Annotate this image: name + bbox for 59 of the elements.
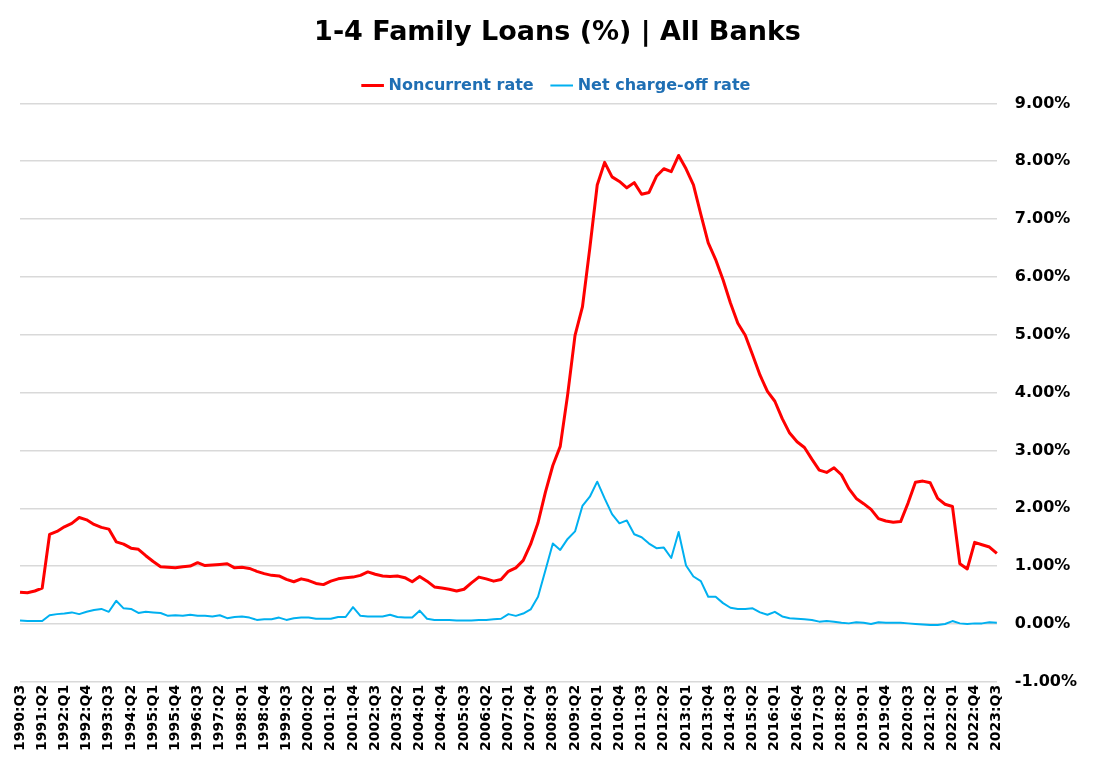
y-tick-label: 7.00% — [1014, 208, 1071, 228]
x-tick-label: 2020:Q3 — [898, 684, 915, 752]
x-tick-label: 1997:Q2 — [210, 684, 227, 752]
x-tick-label: 1991:Q2 — [32, 684, 49, 752]
x-tick-label: 1992:Q4 — [77, 684, 94, 752]
x-tick-label: 1996:Q3 — [188, 684, 205, 752]
x-tick-label: 2021:Q2 — [920, 684, 937, 752]
x-tick-label: 2017:Q3 — [809, 684, 826, 752]
y-tick-label: 4.00% — [1014, 381, 1071, 401]
x-tick-label: 2013:Q4 — [698, 684, 715, 752]
x-tick-label: 2010:Q1 — [587, 684, 604, 752]
x-tick-label: 2000:Q2 — [299, 684, 316, 752]
x-tick-label: 1995:Q1 — [143, 684, 160, 752]
x-tick-label: 2013:Q1 — [676, 684, 693, 752]
y-tick-label: 6.00% — [1014, 266, 1071, 286]
x-tick-label: 1994:Q2 — [121, 684, 138, 752]
chart-title: 1-4 Family Loans (%) | All Banks — [314, 15, 801, 48]
x-tick-label: 2004:Q4 — [432, 684, 449, 752]
x-tick-label: 2016:Q4 — [787, 684, 804, 752]
x-tick-label: 2023:Q3 — [987, 684, 1004, 752]
x-tick-label: 2002:Q3 — [365, 684, 382, 752]
x-tick-label: 2018:Q2 — [832, 684, 849, 752]
x-tick-label: 2009:Q2 — [565, 684, 582, 752]
y-tick-label: 8.00% — [1014, 150, 1071, 170]
x-tick-label: 2001:Q4 — [343, 684, 360, 752]
x-tick-label: 2019:Q1 — [854, 684, 871, 752]
y-tick-label: 5.00% — [1014, 323, 1071, 343]
x-tick-label: 1999:Q3 — [277, 684, 294, 752]
x-tick-label: 2007:Q1 — [499, 684, 516, 752]
x-tick-label: 2008:Q3 — [543, 684, 560, 752]
legend-label: Net charge-off rate — [577, 74, 751, 94]
y-tick-label: 9.00% — [1014, 92, 1071, 112]
x-tick-label: 2014:Q3 — [721, 684, 738, 752]
x-tick-label: 2005:Q3 — [454, 684, 471, 752]
x-tick-label: 1992:Q1 — [55, 684, 72, 752]
x-tick-label: 1990:Q3 — [10, 684, 27, 752]
x-tick-label: 2022:Q1 — [943, 684, 960, 752]
x-tick-label: 2019:Q4 — [876, 684, 893, 752]
x-tick-label: 2001:Q1 — [321, 684, 338, 752]
x-tick-label: 2011:Q3 — [632, 684, 649, 752]
x-tick-label: 2006:Q2 — [476, 684, 493, 752]
x-tick-label: 1998:Q1 — [232, 684, 249, 752]
x-tick-label: 2007:Q4 — [521, 684, 538, 752]
x-tick-label: 1995:Q4 — [166, 684, 183, 752]
x-tick-label: 2016:Q1 — [765, 684, 782, 752]
x-tick-label: 1998:Q4 — [254, 684, 271, 752]
x-tick-label: 1993:Q3 — [99, 684, 116, 752]
x-tick-label: 2003:Q2 — [388, 684, 405, 752]
y-tick-label: 2.00% — [1014, 497, 1071, 517]
legend-label: Noncurrent rate — [388, 74, 534, 94]
x-tick-label: 2015:Q2 — [743, 684, 760, 752]
x-tick-label: 2012:Q2 — [654, 684, 671, 752]
y-tick-label: 1.00% — [1014, 555, 1071, 575]
x-tick-label: 2022:Q4 — [965, 684, 982, 752]
x-tick-label: 2004:Q1 — [410, 684, 427, 752]
y-tick-label: 0.00% — [1014, 613, 1071, 633]
y-tick-label: -1.00% — [1014, 670, 1078, 690]
x-tick-label: 2010:Q4 — [610, 684, 627, 752]
y-tick-label: 3.00% — [1014, 439, 1071, 459]
